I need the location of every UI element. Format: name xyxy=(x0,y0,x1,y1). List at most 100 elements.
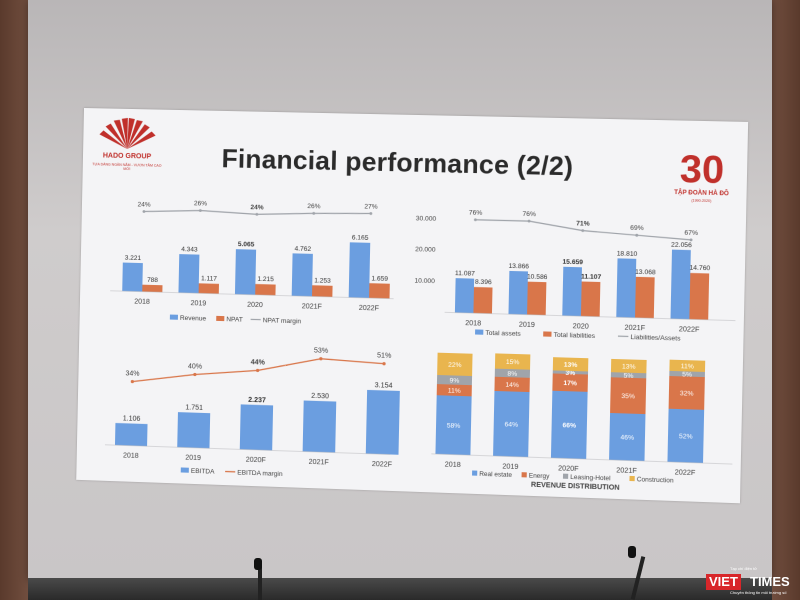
microphone-right xyxy=(628,546,636,558)
x-tick-label: 2022F xyxy=(679,326,700,334)
construction-data-label: 13% xyxy=(622,363,636,371)
ebitda-margin-label: 34% xyxy=(125,370,139,377)
ebitda-margin-point xyxy=(319,357,322,360)
badge-subtitle: TẬP ĐOÀN HÀ ĐÔ xyxy=(663,190,741,198)
ebitda-bar xyxy=(303,401,337,453)
construction-data-label: 15% xyxy=(506,359,520,367)
total-liabilities-bar xyxy=(581,281,600,316)
watermark-bottom-line: Chuyên thông tin môi trường số xyxy=(730,590,786,595)
logo-tagline: TỰA DÁNG NGÀN NĂM - VƯƠN TẦM CAO MỚI xyxy=(91,162,163,172)
npat-bar xyxy=(255,284,275,295)
ebitda-bar xyxy=(115,423,148,446)
total-assets-bar xyxy=(562,267,582,316)
badge-years: (1990-2020) xyxy=(663,198,741,204)
energy-data-label: 17% xyxy=(563,380,577,388)
legend-revenue: Revenue xyxy=(180,315,207,323)
revenue-data-label: 3.221 xyxy=(125,255,142,262)
revenue-data-label: 6.165 xyxy=(352,234,369,242)
legend-total-liabilities: Total liabilities xyxy=(553,332,595,340)
x-tick-label: 2022F xyxy=(675,469,696,477)
total-liabilities-data-label: 13.068 xyxy=(635,269,656,277)
liabilities-assets-label: 76% xyxy=(522,211,536,218)
npat-data-label: 1.659 xyxy=(371,275,388,283)
npat-bar xyxy=(142,285,162,293)
npat-bar xyxy=(312,285,333,297)
revenue-bar xyxy=(122,263,143,292)
ebitda-margin-label: 40% xyxy=(188,363,202,370)
total-assets-data-label: 15.659 xyxy=(562,259,583,267)
legend-leasing-hotel: Leasing-Hotel xyxy=(570,474,610,483)
revenue-distribution-chart: 58%11%9%22%201864%14%8%15%201966%17%3%13… xyxy=(431,351,735,503)
ebitda-margin-label: 53% xyxy=(314,347,328,354)
x-tick-label: 2019 xyxy=(502,463,518,471)
liabilities-assets-label: 71% xyxy=(576,220,590,227)
npat-margin-point xyxy=(255,213,258,216)
revenue-bar xyxy=(349,242,371,298)
y-tick-label: 20.000 xyxy=(415,246,436,254)
x-tick-label: 2019 xyxy=(185,455,201,463)
legend-liabilities-assets: Liabilities/Assets xyxy=(630,334,681,343)
construction-data-label: 11% xyxy=(681,363,694,371)
real-estate-data-label: 52% xyxy=(679,433,693,441)
total-assets-data-label: 22.056 xyxy=(671,241,692,249)
anniversary-badge: 30 TẬP ĐOÀN HÀ ĐÔ (1990-2020) xyxy=(662,149,741,208)
legend-total-assets: Total assets xyxy=(485,330,521,338)
watermark-brand-red: VIET xyxy=(706,574,741,590)
total-liabilities-bar xyxy=(689,273,709,320)
real-estate-data-label: 46% xyxy=(620,434,634,442)
ebitda-margin-point xyxy=(382,362,385,365)
liabilities-assets-label: 69% xyxy=(630,225,644,232)
y-tick-label: 30.000 xyxy=(416,215,437,223)
x-tick-label: 2018 xyxy=(134,298,150,305)
construction-data-label: 22% xyxy=(448,362,462,370)
legend-swatch-leasing-hotel xyxy=(563,474,568,479)
npat-margin-label: 24% xyxy=(250,204,264,211)
ebitda-margin-point xyxy=(131,380,134,383)
revenue-data-label: 4.762 xyxy=(295,245,312,253)
legend-ebitda-margin: EBITDA margin xyxy=(237,469,283,478)
total-assets-bar xyxy=(455,278,474,313)
revenue-bar xyxy=(292,253,313,296)
ebitda-chart: 1.106 2018 34% 1.751 2019 40% 2.237 2020F 44% 2.5… xyxy=(96,337,392,487)
npat-margin-label: 27% xyxy=(364,203,378,210)
energy-data-label: 35% xyxy=(621,393,635,401)
legend-npat-margin: NPAT margin xyxy=(263,317,302,325)
revenue-data-label: 5.065 xyxy=(238,241,255,248)
npat-margin-label: 26% xyxy=(194,200,207,207)
hado-star-icon xyxy=(91,116,164,154)
total-liabilities-bar xyxy=(635,277,655,318)
npat-margin-label: 24% xyxy=(137,201,150,208)
microphone-stand-left xyxy=(258,566,262,600)
legend-ebitda: EBITDA xyxy=(191,468,215,476)
liabilities-assets-point xyxy=(528,220,531,223)
npat-margin-point xyxy=(143,210,146,213)
slide-title: Financial performance (2/2) xyxy=(221,143,573,182)
total-assets-data-label: 18.810 xyxy=(617,250,638,258)
npat-data-label: 1.117 xyxy=(201,275,217,282)
ebitda-margin-point xyxy=(256,369,259,372)
watermark-top-line: Tạp chí điện tử xyxy=(730,566,757,571)
legend-npat: NPAT xyxy=(226,316,243,324)
energy-data-label: 14% xyxy=(505,382,519,390)
presentation-slide: HADO GROUP TỰA DÁNG NGÀN NĂM - VƯƠN TẦM … xyxy=(76,108,748,503)
ebitda-data-label: 1.106 xyxy=(123,415,141,423)
revenue-bar xyxy=(178,254,199,293)
ebitda-margin-point xyxy=(193,373,196,376)
leasing-hotel-data-label: 8% xyxy=(507,371,517,378)
watermark-brand: TIMES xyxy=(750,574,790,590)
npat-margin-label: 26% xyxy=(307,203,321,210)
x-tick-label: 2020 xyxy=(247,302,263,309)
npat-margin-point xyxy=(369,212,372,215)
ebitda-data-label: 3.154 xyxy=(375,382,393,390)
real-estate-data-label: 64% xyxy=(504,421,518,429)
chart-title: REVENUE DISTRIBUTION xyxy=(531,482,620,492)
ebitda-bar xyxy=(366,390,400,455)
legend-swatch-energy xyxy=(522,472,527,477)
total-assets-bar xyxy=(616,258,636,317)
ebitda-data-label: 1.751 xyxy=(185,404,203,412)
logo-name: HADO GROUP xyxy=(91,152,163,161)
total-liabilities-bar xyxy=(527,282,546,316)
legend-energy: Energy xyxy=(529,472,551,480)
total-assets-data-label: 11.087 xyxy=(455,270,475,278)
x-tick-label: 2020F xyxy=(246,457,266,465)
